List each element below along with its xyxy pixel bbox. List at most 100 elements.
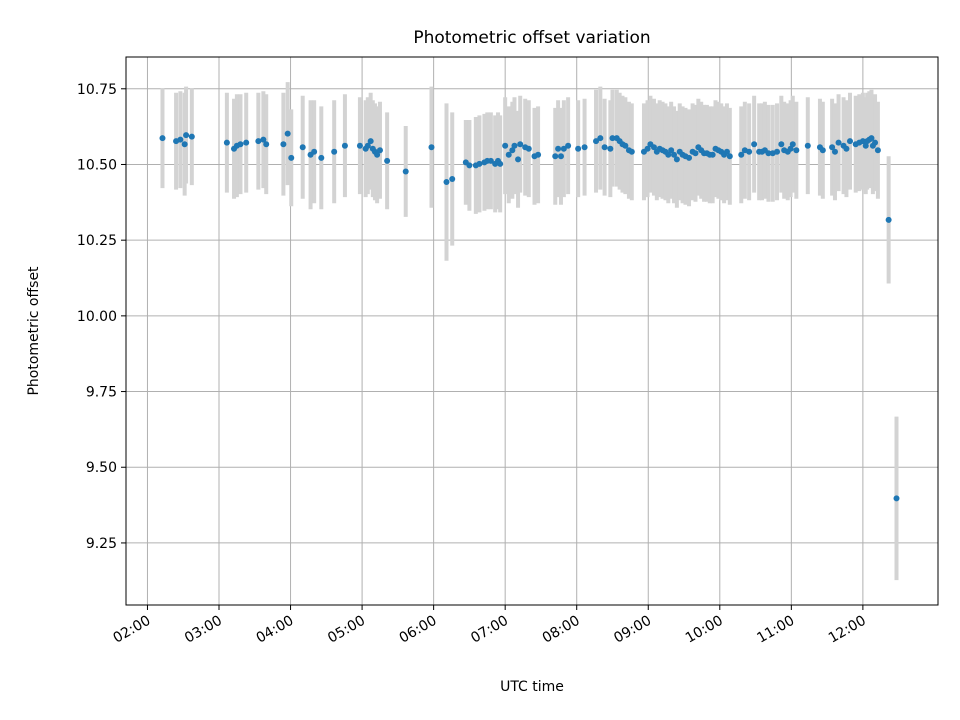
data-point: [487, 157, 494, 164]
data-point: [376, 147, 383, 154]
data-point: [793, 147, 800, 154]
data-point: [723, 148, 730, 155]
y-axis-ticks: 9.25 9.50 9.75 10.00 10.25 10.50 10.75: [77, 82, 126, 552]
data-point: [280, 141, 287, 148]
data-point: [575, 145, 582, 152]
data-point: [751, 141, 758, 148]
data-point: [774, 148, 781, 155]
data-point: [509, 147, 516, 154]
data-point: [622, 142, 629, 149]
data-point: [159, 135, 166, 142]
data-point: [181, 141, 188, 148]
data-point: [552, 153, 559, 160]
data-point: [183, 132, 190, 139]
plot-frame: [125, 56, 939, 606]
data-point: [560, 145, 567, 152]
data-point: [831, 148, 838, 155]
data-point: [243, 139, 250, 146]
data-point: [835, 139, 842, 146]
y-axis-label: Photometric offset: [26, 266, 42, 396]
data-point: [644, 145, 651, 152]
data-point: [593, 138, 600, 145]
x-axis-label: UTC time: [500, 679, 564, 695]
data-point: [367, 138, 374, 145]
data-point: [650, 144, 657, 151]
data-point: [374, 151, 381, 158]
data-point: [609, 135, 616, 142]
data-point: [671, 151, 678, 158]
data-point: [502, 142, 509, 149]
data-point: [188, 133, 195, 140]
data-point: [384, 157, 391, 164]
data-point: [804, 142, 811, 149]
y-tick-label: 10.75: [77, 82, 117, 98]
data-point: [299, 144, 306, 151]
data-point: [874, 147, 881, 154]
data-point: [449, 176, 456, 183]
data-point: [686, 154, 693, 161]
y-tick-label: 10.25: [77, 233, 117, 249]
data-point: [829, 144, 836, 151]
y-tick-label: 9.50: [86, 460, 117, 476]
data-point: [765, 150, 772, 157]
data-point: [628, 148, 635, 155]
data-point: [177, 136, 184, 143]
data-point: [789, 141, 796, 148]
data-point: [709, 151, 716, 158]
data-point: [223, 139, 230, 146]
data-point: [581, 144, 588, 151]
data-point: [525, 145, 532, 152]
data-point: [555, 145, 562, 152]
data-point: [885, 216, 892, 223]
data-point: [565, 142, 572, 149]
data-point: [341, 142, 348, 149]
data-point: [607, 145, 614, 152]
data-point: [673, 156, 680, 163]
data-point: [515, 156, 522, 163]
data-point: [726, 153, 733, 160]
y-tick-label: 9.25: [86, 536, 117, 552]
data-point: [505, 151, 512, 158]
data-point: [597, 135, 604, 142]
data-point: [778, 141, 785, 148]
y-tick-label: 10.00: [77, 309, 117, 325]
data-point: [263, 141, 270, 148]
data-point: [331, 148, 338, 155]
data-point: [428, 144, 435, 151]
data-point: [859, 138, 866, 145]
data-point: [787, 145, 794, 152]
data-point: [557, 153, 564, 160]
data-point: [237, 141, 244, 148]
data-point: [311, 148, 318, 155]
data-point: [862, 142, 869, 149]
data-point: [255, 138, 262, 145]
data-point: [284, 130, 291, 137]
data-point: [746, 148, 753, 155]
data-point: [402, 168, 409, 175]
data-point: [466, 162, 473, 169]
data-point: [260, 136, 267, 143]
data-point: [318, 154, 325, 161]
data-point: [601, 144, 608, 151]
data-point: [738, 151, 745, 158]
data-point: [288, 154, 295, 161]
chart-title: Photometric offset variation: [413, 28, 650, 48]
data-point: [517, 141, 524, 148]
data-point: [356, 142, 363, 149]
data-point: [819, 147, 826, 154]
data-point: [847, 138, 854, 145]
data-point: [476, 160, 483, 167]
y-tick-label: 10.50: [77, 157, 117, 173]
data-point: [364, 142, 371, 149]
data-point: [868, 135, 875, 142]
data-point: [511, 142, 518, 149]
data-point: [665, 151, 672, 158]
data-point: [443, 179, 450, 186]
y-tick-label: 9.75: [86, 385, 117, 401]
data-point: [535, 151, 542, 158]
data-points: [159, 130, 900, 502]
data-point: [668, 147, 675, 154]
data-point: [843, 145, 850, 152]
